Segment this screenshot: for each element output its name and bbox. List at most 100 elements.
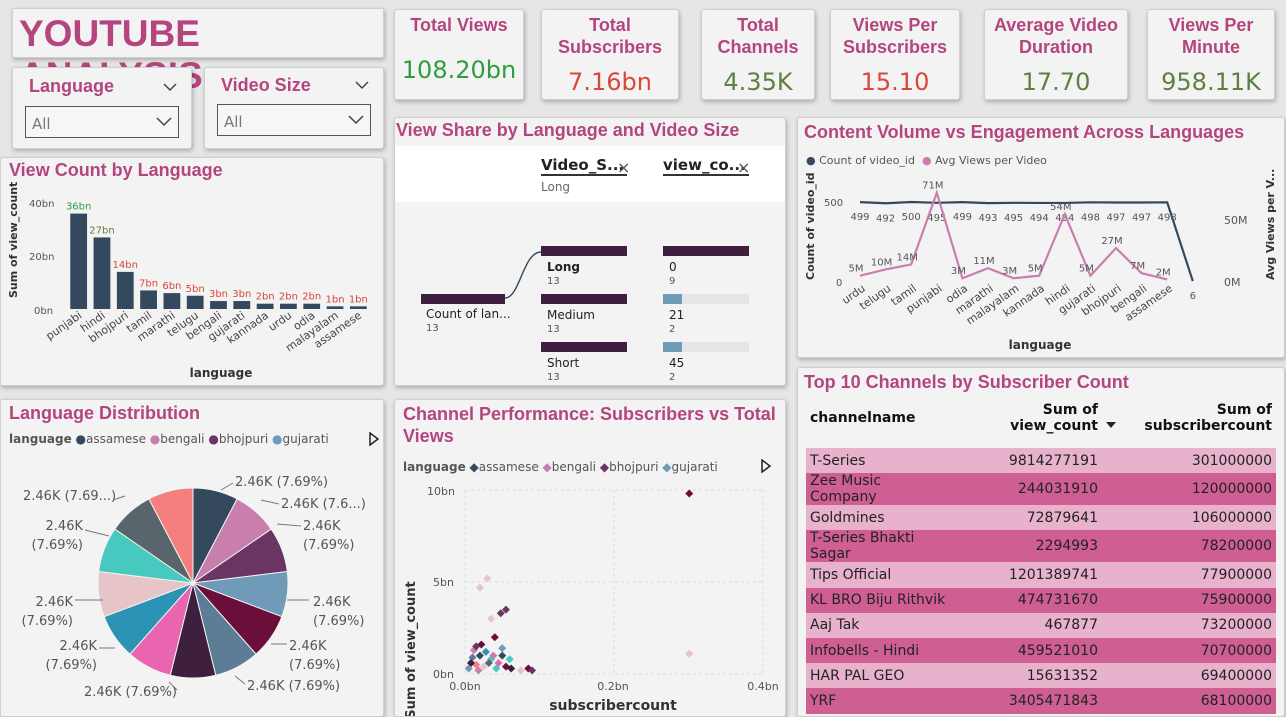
close-icon[interactable]: ×	[737, 158, 751, 177]
legend-item[interactable]: bhojpuri	[218, 432, 269, 446]
content-volume-engagement-panel[interactable]: Content Volume vs Engagement Across Lang…	[797, 117, 1285, 358]
view-share-decomp-panel[interactable]: View Share by Language and Video Size Vi…	[394, 117, 786, 386]
bar[interactable]	[140, 290, 157, 309]
bar[interactable]	[70, 213, 88, 309]
scatter-point[interactable]	[505, 655, 514, 664]
decomp-size-short-bar[interactable]	[541, 342, 627, 352]
x-tick: urdu	[266, 309, 294, 334]
close-icon[interactable]: ×	[617, 158, 631, 177]
scatter-point[interactable]	[496, 609, 505, 618]
decomp-view-track[interactable]	[663, 294, 749, 304]
language-slicer[interactable]: Language All	[12, 67, 192, 149]
bar[interactable]	[256, 303, 274, 309]
subscribers-vs-views-scatter[interactable]: Sum of view_count subscribercount 10bn 5…	[395, 400, 786, 717]
table-row[interactable]: Infobells - Hindi 459521010 70700000	[806, 637, 1276, 664]
language-dropdown[interactable]: All	[25, 106, 179, 138]
bar[interactable]	[349, 306, 367, 309]
legend-next-icon[interactable]	[369, 432, 379, 446]
bar[interactable]	[280, 303, 297, 309]
column-header-view-count[interactable]: Sum of view_count	[1010, 402, 1098, 434]
legend-item[interactable]: Avg Views per Video	[935, 154, 1047, 167]
bar[interactable]	[116, 271, 134, 309]
pie-slice[interactable]	[148, 487, 194, 584]
sort-desc-icon[interactable]	[1106, 422, 1116, 429]
decomp-size-long-bar[interactable]	[541, 246, 627, 256]
column-header-subscribercount[interactable]: Sum of subscribercount	[1102, 398, 1276, 448]
bar[interactable]	[303, 303, 321, 309]
decomp-size-medium-bar[interactable]	[541, 294, 627, 304]
scatter-point[interactable]	[498, 644, 507, 653]
scatter-point[interactable]	[489, 651, 498, 660]
bar[interactable]	[326, 306, 344, 309]
legend-item[interactable]: bengali	[551, 460, 597, 474]
decomp-view-track[interactable]	[663, 342, 749, 352]
scatter-point[interactable]	[528, 666, 537, 675]
video-size-dropdown[interactable]: All	[217, 104, 371, 136]
bar[interactable]	[93, 237, 111, 309]
decomp-view-track[interactable]	[663, 246, 749, 256]
scatter-point[interactable]	[516, 666, 525, 675]
table-row[interactable]: YRF 3405471843 68100000	[806, 688, 1276, 714]
bar[interactable]	[233, 301, 251, 309]
scatter-point[interactable]	[468, 653, 477, 662]
scatter-point[interactable]	[464, 664, 473, 673]
table-row[interactable]: Aaj Tak 467877 73200000	[806, 612, 1276, 638]
view-count-bar-chart[interactable]: Sum of view_count 40bn 20bn 0bn language…	[1, 158, 384, 386]
decomp-col1-header[interactable]: Video_S...	[541, 156, 627, 176]
legend-next-icon[interactable]	[761, 459, 771, 473]
legend-item[interactable]: bengali	[160, 432, 205, 446]
legend-item[interactable]: bhojpuri	[609, 460, 659, 474]
table-row[interactable]: T-Series Bhakti Sagar 2294993 78200000	[806, 530, 1276, 563]
scatter-point[interactable]	[487, 614, 496, 623]
legend-item[interactable]: assamese	[478, 460, 539, 474]
scatter-point[interactable]	[685, 649, 694, 658]
scatter-point[interactable]	[492, 664, 501, 673]
legend-item[interactable]: gujarati	[282, 432, 329, 446]
legend-item[interactable]: assamese	[86, 432, 146, 446]
scatter-point[interactable]	[475, 583, 484, 592]
scatter-point[interactable]	[498, 651, 507, 660]
scatter-point[interactable]	[685, 489, 694, 498]
scatter-point[interactable]	[483, 574, 492, 583]
kpi-average-video-duration[interactable]: Average Video Duration 17.70	[984, 9, 1128, 100]
language-pie-chart[interactable]: 2.46K (7.69%) 2.46K (7.6...) 2.46K (7.69%) 2…	[1, 400, 384, 717]
channel-performance-panel[interactable]: Channel Performance: Subscribers vs Tota…	[394, 399, 786, 717]
table-row[interactable]: Goldmines 72879641 106000000	[806, 505, 1276, 531]
bar[interactable]	[186, 295, 204, 309]
table-row[interactable]: Zee Music Company 244031910 120000000	[806, 473, 1276, 506]
scatter-point[interactable]	[490, 633, 499, 642]
scatter-point[interactable]	[501, 605, 510, 614]
column-header-channelname[interactable]: channelname	[810, 410, 916, 426]
chevron-down-icon[interactable]	[163, 82, 177, 92]
decomp-root-bar[interactable]	[421, 294, 505, 304]
table-row[interactable]: HAR PAL GEO 15631352 69400000	[806, 663, 1276, 689]
decomp-col2-header[interactable]: view_co...	[663, 156, 749, 176]
kpi-total-channels[interactable]: Total Channels 4.35K	[701, 9, 815, 100]
kpi-total-subscribers[interactable]: Total Subscribers 7.16bn	[541, 9, 679, 100]
scatter-point[interactable]	[479, 662, 488, 671]
kpi-views-per-minute[interactable]: Views Per Minute 958.11K	[1147, 9, 1275, 100]
scatter-point[interactable]	[474, 666, 483, 675]
engagement-line-chart[interactable]: Count of video_id Avg Views per V... 500…	[798, 118, 1285, 358]
legend-item[interactable]: gujarati	[671, 460, 718, 474]
scatter-point[interactable]	[484, 658, 493, 667]
video-size-slicer[interactable]: Video Size All	[204, 67, 384, 149]
legend-item[interactable]: Count of video_id	[819, 154, 915, 167]
data-label: 7bn	[139, 278, 158, 289]
kpi-total-views[interactable]: Total Views 108.20bn	[394, 9, 524, 100]
bar[interactable]	[210, 301, 227, 309]
bar[interactable]	[163, 293, 181, 309]
table-row[interactable]: T-Series 9814277191 301000000	[806, 448, 1276, 474]
table-row[interactable]: Tips Official 1201389741 77900000	[806, 562, 1276, 588]
language-distribution-panel[interactable]: Language Distribution language ●assamese…	[0, 399, 384, 717]
scatter-point[interactable]	[501, 662, 510, 671]
scatter-point[interactable]	[475, 651, 484, 660]
scatter-point[interactable]	[507, 664, 516, 673]
chevron-down-icon[interactable]	[355, 80, 369, 90]
scatter-point[interactable]	[481, 647, 490, 656]
table-row[interactable]: KL BRO Biju Rithvik 474731670 75900000	[806, 587, 1276, 613]
view-count-by-language-panel[interactable]: View Count by Language Sum of view_count…	[0, 157, 384, 386]
top10-channels-panel[interactable]: Top 10 Channels by Subscriber Count chan…	[797, 367, 1285, 717]
scatter-point[interactable]	[472, 642, 481, 651]
kpi-views-per-subscribers[interactable]: Views Per Subscribers 15.10	[830, 9, 960, 100]
